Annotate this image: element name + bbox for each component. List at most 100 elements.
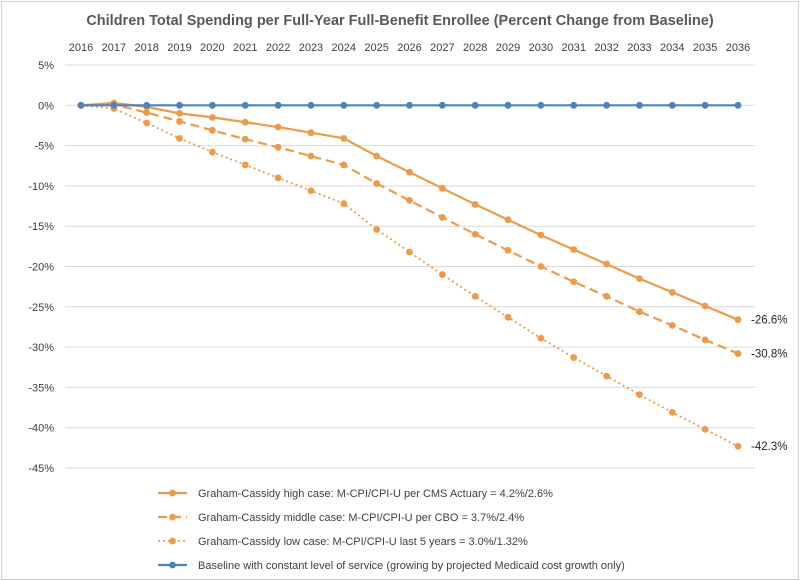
data-point bbox=[669, 289, 676, 296]
data-point bbox=[176, 118, 183, 125]
x-tick-label: 2024 bbox=[332, 42, 356, 54]
data-point bbox=[603, 373, 610, 380]
data-point bbox=[242, 162, 249, 169]
end-data-labels: -26.6% -30.8% -42.3% bbox=[751, 315, 787, 454]
data-point bbox=[308, 153, 315, 160]
data-point bbox=[275, 144, 282, 151]
series-2 bbox=[78, 102, 742, 450]
data-point bbox=[373, 102, 380, 109]
legend-marker bbox=[169, 514, 176, 521]
legend-item: Graham-Cassidy high case: M-CPI/CPI-U pe… bbox=[158, 488, 553, 500]
data-point bbox=[505, 102, 512, 109]
data-point bbox=[275, 174, 282, 181]
x-tick-label: 2022 bbox=[266, 42, 290, 54]
data-point bbox=[143, 120, 150, 127]
data-point bbox=[340, 200, 347, 207]
end-data-label: -42.3% bbox=[751, 441, 787, 453]
series-group bbox=[78, 99, 742, 449]
data-point bbox=[308, 129, 315, 136]
y-tick-label: -35% bbox=[28, 382, 54, 394]
series-line bbox=[81, 104, 738, 353]
data-point bbox=[308, 187, 315, 194]
data-point bbox=[439, 271, 446, 278]
data-point bbox=[340, 162, 347, 169]
data-point bbox=[538, 102, 545, 109]
y-tick-label: -5% bbox=[34, 141, 54, 153]
data-point bbox=[439, 185, 446, 192]
chart-title: Children Total Spending per Full-Year Fu… bbox=[86, 13, 714, 29]
x-tick-label: 2034 bbox=[660, 42, 684, 54]
x-tick-label: 2023 bbox=[299, 42, 323, 54]
data-point bbox=[570, 102, 577, 109]
y-tick-label: -20% bbox=[28, 262, 54, 274]
line-chart: Children Total Spending per Full-Year Fu… bbox=[0, 0, 800, 581]
data-point bbox=[538, 335, 545, 342]
legend-item: Graham-Cassidy low case: M-CPI/CPI-U las… bbox=[158, 536, 528, 548]
legend-label: Graham-Cassidy middle case: M-CPI/CPI-U … bbox=[198, 512, 524, 524]
x-tick-label: 2029 bbox=[496, 42, 520, 54]
x-tick-label: 2036 bbox=[726, 42, 750, 54]
data-point bbox=[406, 169, 413, 176]
end-data-label: -26.6% bbox=[751, 315, 787, 327]
y-tick-label: -10% bbox=[28, 181, 54, 193]
x-tick-label: 2017 bbox=[102, 42, 126, 54]
data-point bbox=[373, 226, 380, 233]
data-point bbox=[702, 102, 709, 109]
data-point bbox=[669, 102, 676, 109]
legend-marker bbox=[169, 538, 176, 545]
data-point bbox=[275, 124, 282, 131]
data-point bbox=[505, 216, 512, 223]
data-point bbox=[373, 153, 380, 160]
data-point bbox=[439, 214, 446, 221]
series-3 bbox=[78, 102, 742, 109]
data-point bbox=[702, 336, 709, 343]
data-point bbox=[735, 102, 742, 109]
data-point bbox=[340, 102, 347, 109]
data-point bbox=[570, 278, 577, 285]
data-point bbox=[603, 102, 610, 109]
data-point bbox=[505, 314, 512, 321]
data-point bbox=[209, 149, 216, 156]
legend-label: Graham-Cassidy high case: M-CPI/CPI-U pe… bbox=[198, 488, 553, 500]
legend-item: Baseline with constant level of service … bbox=[158, 560, 625, 572]
data-point bbox=[735, 350, 742, 357]
x-tick-label: 2021 bbox=[233, 42, 257, 54]
y-tick-label: -40% bbox=[28, 423, 54, 435]
data-point bbox=[636, 308, 643, 315]
data-point bbox=[176, 102, 183, 109]
x-tick-label: 2030 bbox=[529, 42, 553, 54]
x-tick-label: 2031 bbox=[562, 42, 586, 54]
data-point bbox=[176, 110, 183, 117]
legend-label: Graham-Cassidy low case: M-CPI/CPI-U las… bbox=[198, 536, 528, 548]
data-point bbox=[570, 246, 577, 253]
data-point bbox=[143, 102, 150, 109]
data-point bbox=[406, 197, 413, 204]
y-tick-label: 5% bbox=[38, 60, 54, 72]
x-tick-label: 2032 bbox=[594, 42, 618, 54]
data-point bbox=[242, 102, 249, 109]
data-point bbox=[209, 127, 216, 134]
y-tick-label: 0% bbox=[38, 100, 54, 112]
series-0 bbox=[78, 99, 742, 323]
data-point bbox=[373, 180, 380, 187]
data-point bbox=[110, 102, 117, 109]
data-point bbox=[735, 316, 742, 323]
data-point bbox=[636, 102, 643, 109]
x-tick-label: 2027 bbox=[430, 42, 454, 54]
data-point bbox=[538, 232, 545, 239]
data-point bbox=[702, 303, 709, 310]
data-point bbox=[735, 443, 742, 450]
y-axis-tick-labels: 5% 0% -5% -10% -15% -20% -25% -30% -35% -40% -45% bbox=[28, 60, 54, 475]
data-point bbox=[242, 119, 249, 126]
x-tick-label: 2020 bbox=[200, 42, 224, 54]
data-point bbox=[439, 102, 446, 109]
data-point bbox=[308, 102, 315, 109]
data-point bbox=[505, 247, 512, 254]
data-point bbox=[209, 102, 216, 109]
y-tick-label: -30% bbox=[28, 342, 54, 354]
data-point bbox=[669, 409, 676, 416]
data-point bbox=[143, 109, 150, 116]
data-point bbox=[406, 102, 413, 109]
data-point bbox=[472, 102, 479, 109]
legend-item: Graham-Cassidy middle case: M-CPI/CPI-U … bbox=[158, 512, 524, 524]
